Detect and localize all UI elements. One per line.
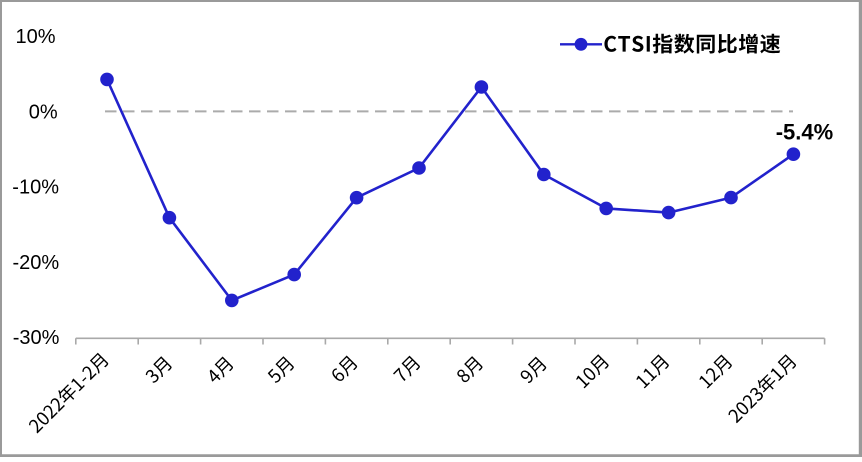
svg-text:0%: 0% [29, 102, 58, 124]
svg-text:10%: 10% [15, 26, 55, 48]
svg-text:-30%: -30% [13, 327, 60, 349]
svg-text:-20%: -20% [12, 252, 59, 274]
svg-text:-10%: -10% [12, 177, 59, 199]
svg-text:-5.4%: -5.4% [776, 120, 833, 145]
